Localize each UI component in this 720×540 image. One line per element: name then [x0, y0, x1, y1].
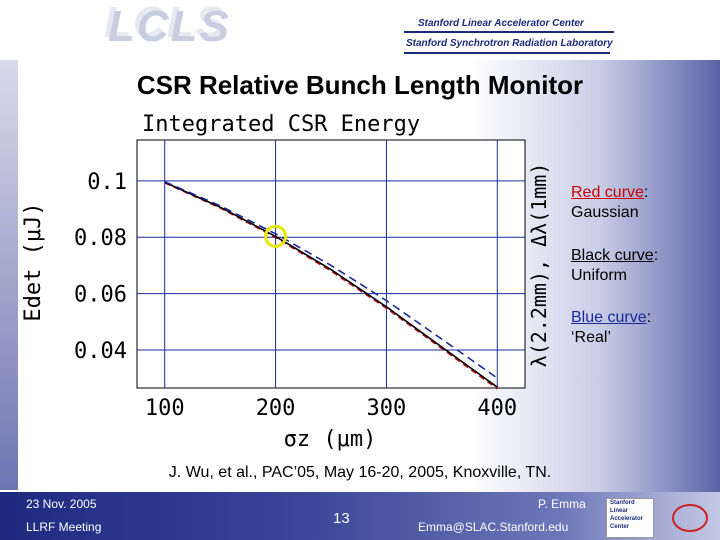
- footer-logo-line: Stanford: [610, 500, 635, 506]
- legend-red-desc: Gaussian: [571, 204, 639, 221]
- legend-blue-name: Blue curve: [571, 309, 647, 326]
- y-tick-label: 0.1: [87, 170, 127, 195]
- header-bar: [0, 0, 720, 60]
- slac-footer-logo: Stanford Linear Accelerator Center: [606, 498, 654, 538]
- y-tick-label: 0.06: [74, 283, 127, 308]
- x-tick-label: 100: [145, 396, 185, 421]
- legend-red-name: Red curve: [571, 184, 644, 201]
- y-tick-labels: 0.04 0.06 0.08 0.1: [74, 170, 127, 364]
- series-line-uniform: [164, 181, 498, 388]
- footer-logo-line: Center: [610, 524, 630, 530]
- legend-blue: Blue curve: ‘Real’: [571, 308, 651, 348]
- header-rule-1: [404, 31, 614, 33]
- x-tick-label: 400: [477, 396, 517, 421]
- footer-logo-line: Accelerator: [610, 516, 644, 522]
- grid-lines: [137, 140, 525, 388]
- legend-red: Red curve: Gaussian: [571, 183, 648, 223]
- lcls-logo-shadow: LCLS: [104, 0, 227, 47]
- footer-bar: [0, 492, 720, 540]
- legend-black: Black curve: Uniform: [571, 246, 658, 286]
- legend-blue-desc: ‘Real’: [571, 329, 612, 346]
- legend-red-colon: :: [643, 184, 649, 201]
- x-tick-labels: 100 200 300 400: [145, 396, 517, 421]
- left-decor-bar: [0, 60, 18, 490]
- footer-author: P. Emma: [538, 497, 586, 511]
- page-number: 13: [333, 510, 350, 527]
- lcls-logo: LCLS: [108, 2, 231, 51]
- legend-black-desc: Uniform: [571, 267, 628, 284]
- legend-black-name: Black curve: [571, 247, 654, 264]
- y-tick-label: 0.08: [74, 226, 127, 251]
- header-rule-2: [404, 52, 610, 54]
- citation: J. Wu, et al., PAC’05, May 16-20, 2005, …: [168, 464, 552, 481]
- lab-name-slac: Stanford Linear Accelerator Center: [418, 18, 584, 29]
- y-tick-label: 0.04: [74, 339, 127, 364]
- y-axis-label: Edet (μJ): [21, 202, 46, 321]
- plot-area: [136, 139, 526, 389]
- chart-title: Integrated CSR Energy: [142, 112, 421, 137]
- footer-logo-line: Linear: [610, 508, 629, 514]
- legend-black-colon: :: [653, 247, 659, 264]
- highlight-circle: [264, 224, 288, 248]
- right-axis-label: λ(2.2mm), Δλ(1mm): [527, 163, 551, 368]
- slide-title: CSR Relative Bunch Length Monitor: [136, 70, 584, 100]
- series-line-real: [164, 180, 498, 379]
- x-tick-label: 200: [256, 396, 296, 421]
- footer-date: 23 Nov. 2005: [26, 497, 97, 511]
- legend-blue-colon: :: [646, 309, 652, 326]
- lab-name-ssrl: Stanford Synchrotron Radiation Laborator…: [406, 38, 613, 49]
- series-line-gaussian: [164, 182, 498, 390]
- footer-email: Emma@SLAC.Stanford.edu: [418, 520, 569, 534]
- x-tick-label: 300: [367, 396, 407, 421]
- x-axis-label: σz (μm): [284, 427, 377, 452]
- footer-event: LLRF Meeting: [26, 520, 102, 534]
- series-group: [164, 180, 498, 390]
